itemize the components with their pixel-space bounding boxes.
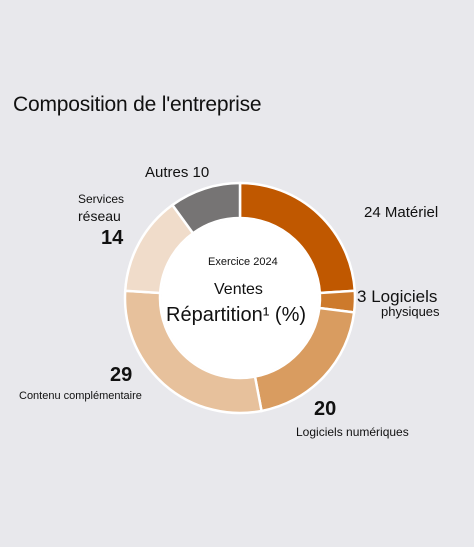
slice-value-logiciels-physiques: 3 (357, 287, 367, 306)
slice-label-autres: Autres 10 (145, 164, 209, 181)
slice-value-autres: 10 (192, 164, 210, 181)
slice-name-autres: Autres (145, 164, 189, 181)
slice-label-materiel: 24 Matériel (364, 204, 438, 221)
center-line2: Répartition¹ (%) (166, 304, 307, 326)
center-subtitle: Exercice 2024 (208, 256, 278, 268)
slice-value-materiel: 24 (364, 204, 381, 221)
donut-slice-autres (170, 181, 242, 236)
slice-value-services: 14 (101, 227, 124, 249)
slice-name-logiciels-physiques-2: physiques (381, 304, 440, 319)
center-line1: Ventes (214, 281, 263, 298)
slice-label-logiciels-physiques: 3 Logiciels (357, 287, 437, 307)
donut-center (161, 219, 319, 377)
slice-value-contenu: 29 (110, 364, 133, 386)
slice-name-services-2: réseau (78, 208, 121, 224)
slice-name-logiciels-numeriques: Logiciels numériques (296, 425, 409, 439)
slice-value-logiciels-numeriques: 20 (314, 398, 337, 420)
slice-name-contenu: Contenu complémentaire (19, 390, 142, 402)
slice-name-logiciels-physiques-1: Logiciels (371, 287, 438, 306)
slice-name-services-1: Services (78, 192, 125, 206)
chart-title: Composition de l'entreprise (13, 93, 262, 116)
slice-name-materiel: Matériel (384, 204, 439, 221)
